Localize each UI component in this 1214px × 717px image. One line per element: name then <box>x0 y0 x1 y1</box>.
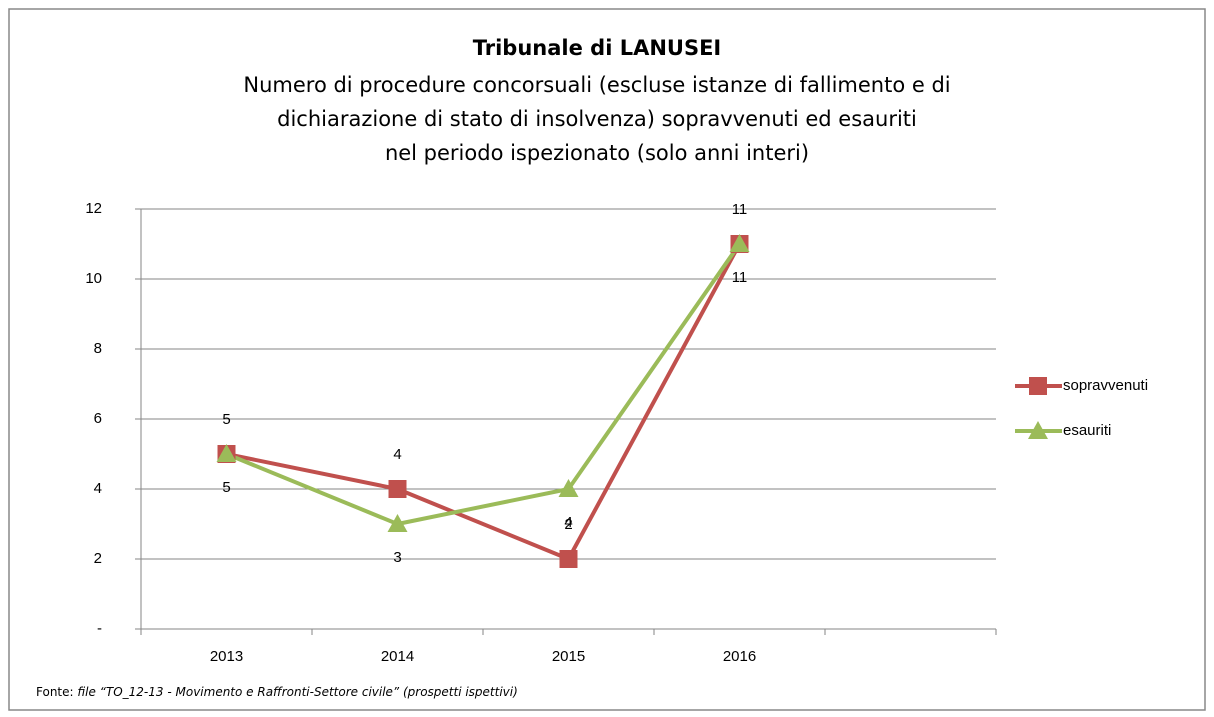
marker <box>387 514 408 532</box>
data-label: 2 <box>564 516 572 533</box>
y-tick-label: - <box>97 620 102 637</box>
marker <box>388 480 407 498</box>
x-tick-label: 2015 <box>552 648 585 665</box>
data-label: 11 <box>732 201 748 218</box>
data-label: 5 <box>222 411 230 428</box>
source-label: Fonte: <box>36 685 74 699</box>
data-label: 4 <box>393 446 401 463</box>
marker <box>558 479 579 497</box>
series-line <box>225 242 742 526</box>
legend-label: sopravvenuti <box>1063 377 1148 394</box>
series-line <box>226 243 742 561</box>
data-label: 5 <box>222 479 230 496</box>
x-tick-label: 2014 <box>381 648 414 665</box>
marker <box>1028 421 1048 439</box>
x-tick-label: 2013 <box>210 648 243 665</box>
source-text: file “TO_12-13 - Movimento e Raffronti-S… <box>77 685 517 699</box>
y-tick-label: 8 <box>94 340 102 357</box>
y-tick-label: 6 <box>94 410 102 427</box>
chart-frame <box>8 8 1206 711</box>
chart-subtitle: dichiarazione di stato di insolvenza) so… <box>277 107 917 131</box>
data-label: 11 <box>732 269 748 286</box>
data-label: 4 <box>564 514 572 531</box>
y-tick-label: 10 <box>85 270 102 287</box>
legend-label: esauriti <box>1063 422 1111 439</box>
marker <box>729 234 750 252</box>
data-label: 3 <box>393 549 401 566</box>
marker <box>216 444 237 462</box>
chart-subtitle: Numero di procedure concorsuali (escluse… <box>243 73 950 97</box>
x-tick-label: 2016 <box>723 648 756 665</box>
y-tick-label: 4 <box>94 480 102 497</box>
marker <box>1029 377 1047 395</box>
y-tick-label: 2 <box>94 550 102 567</box>
chart-title: Tribunale di LANUSEI <box>473 36 722 60</box>
marker <box>559 550 578 568</box>
y-tick-label: 12 <box>85 200 102 217</box>
chart-subtitle: nel periodo ispezionato (solo anni inter… <box>385 141 809 165</box>
source: Fonte: file “TO_12-13 - Movimento e Raff… <box>36 685 518 699</box>
